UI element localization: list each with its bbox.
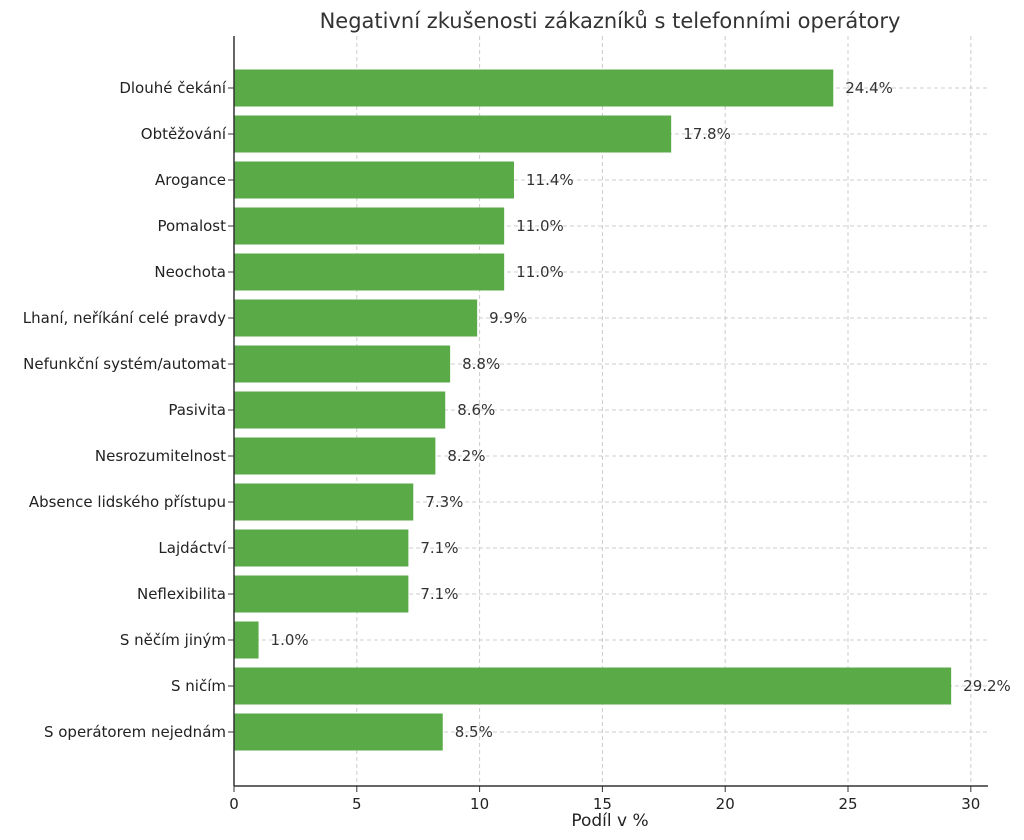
bar	[234, 529, 409, 567]
bar-value-label: 8.6%	[457, 401, 495, 419]
bar	[234, 345, 451, 383]
category-label: Absence lidského přístupu	[29, 493, 226, 511]
bar-value-label: 17.8%	[683, 125, 731, 143]
bar	[234, 621, 259, 659]
bar	[234, 299, 478, 337]
category-label: Lajdáctví	[158, 539, 226, 557]
bar-value-label: 7.3%	[425, 493, 463, 511]
category-label: Obtěžování	[141, 125, 227, 143]
bar	[234, 713, 443, 751]
bar-value-label: 7.1%	[420, 539, 458, 557]
x-ticks: 0 5 10 15 20 25 30	[229, 786, 980, 813]
bar-value-label: 8.5%	[455, 723, 493, 741]
bar	[234, 115, 672, 153]
x-tick-label: 5	[352, 795, 362, 813]
bar-value-label: 29.2%	[963, 677, 1011, 695]
bar-value-label: 11.0%	[516, 263, 564, 281]
bar-value-label: 1.0%	[271, 631, 309, 649]
category-label: Lhaní, neříkání celé pravdy	[23, 309, 226, 327]
bar	[234, 161, 514, 199]
bar	[234, 437, 436, 475]
bar	[234, 69, 834, 107]
bar-value-label: 9.9%	[489, 309, 527, 327]
bar-value-label: 7.1%	[420, 585, 458, 603]
bar-value-label: 24.4%	[845, 79, 893, 97]
category-label: Nefunkční systém/automat	[23, 355, 226, 373]
bar	[234, 483, 414, 521]
x-tick-label: 20	[716, 795, 735, 813]
bar-value-label: 8.2%	[447, 447, 485, 465]
category-label: Neflexibilita	[137, 585, 226, 603]
x-tick-label: 25	[838, 795, 857, 813]
category-label: Nesrozumitelnost	[95, 447, 226, 465]
x-axis-label: Podíl v %	[571, 811, 648, 831]
category-label: Pasivita	[168, 401, 226, 419]
bar	[234, 253, 505, 291]
bar	[234, 575, 409, 613]
chart-title: Negativní zkušenosti zákazníků s telefon…	[320, 9, 901, 33]
bar	[234, 391, 446, 429]
bar	[234, 667, 952, 705]
category-label: S operátorem nejednám	[44, 723, 226, 741]
x-tick-label: 0	[229, 795, 239, 813]
value-labels: 24.4% 17.8% 11.4% 11.0% 11.0% 9.9% 8.8% 8.6% 8.2…	[271, 79, 1011, 741]
category-labels: Dlouhé čekání Obtěžování Arogance Pomalost N…	[23, 79, 234, 741]
bar-value-label: 11.4%	[526, 171, 574, 189]
category-label: S něčím jiným	[120, 631, 226, 649]
bar-value-label: 11.0%	[516, 217, 564, 235]
category-label: Pomalost	[157, 217, 226, 235]
x-tick-label: 15	[593, 795, 612, 813]
category-label: S ničím	[171, 677, 226, 695]
x-tick-label: 30	[961, 795, 980, 813]
category-label: Arogance	[155, 171, 226, 189]
x-tick-label: 10	[470, 795, 489, 813]
bar-value-label: 8.8%	[462, 355, 500, 373]
category-label: Dlouhé čekání	[119, 79, 227, 97]
bars	[234, 69, 952, 751]
bar	[234, 207, 505, 245]
grid	[234, 36, 988, 786]
category-label: Neochota	[154, 263, 226, 281]
